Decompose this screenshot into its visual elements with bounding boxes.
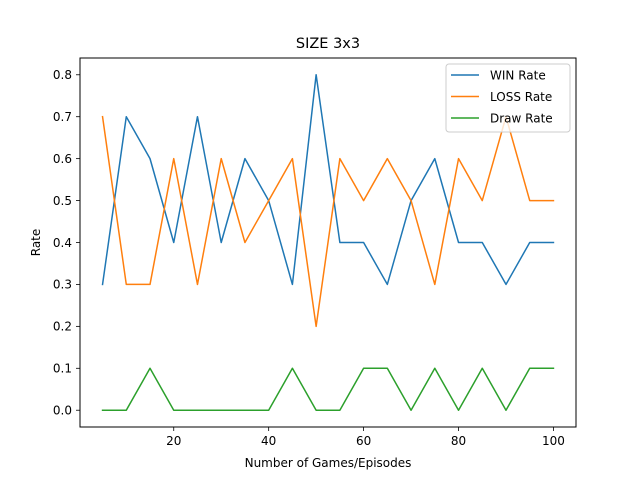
y-tick-label: 0.0 [53,404,72,418]
y-axis-title: Rate [29,229,43,257]
y-tick-label: 0.7 [53,110,72,124]
x-tick-label: 60 [356,434,371,448]
legend-label: Draw Rate [490,111,553,125]
x-tick-label: 80 [451,434,466,448]
series-line-1 [101,115,555,328]
y-tick-label: 0.6 [53,152,72,166]
x-axis: 20 40 60 80 100 [166,427,565,448]
legend-box [445,63,571,133]
x-tick-label: 100 [542,434,565,448]
x-tick-label: 40 [261,434,276,448]
plot-area [101,74,555,411]
y-tick-label: 0.3 [53,278,72,292]
y-tick-label: 0.2 [53,320,72,334]
x-axis-title: Number of Games/Episodes [245,456,412,470]
y-axis: 0.0 0.1 0.2 0.3 0.4 0.5 0.6 0.7 0.8 [53,68,80,418]
legend-label: WIN Rate [490,68,546,82]
x-tick-label: 20 [166,434,181,448]
legend: WIN Rate LOSS Rate Draw Rate [445,63,571,133]
y-tick-label: 0.4 [53,236,72,250]
legend-label: LOSS Rate [490,90,552,104]
chart-title: SIZE 3x3 [296,36,360,52]
y-tick-label: 0.5 [53,194,72,208]
series-line-0 [101,74,555,286]
series-line-2 [101,367,555,411]
y-tick-label: 0.1 [53,362,72,376]
y-tick-label: 0.8 [53,68,72,82]
